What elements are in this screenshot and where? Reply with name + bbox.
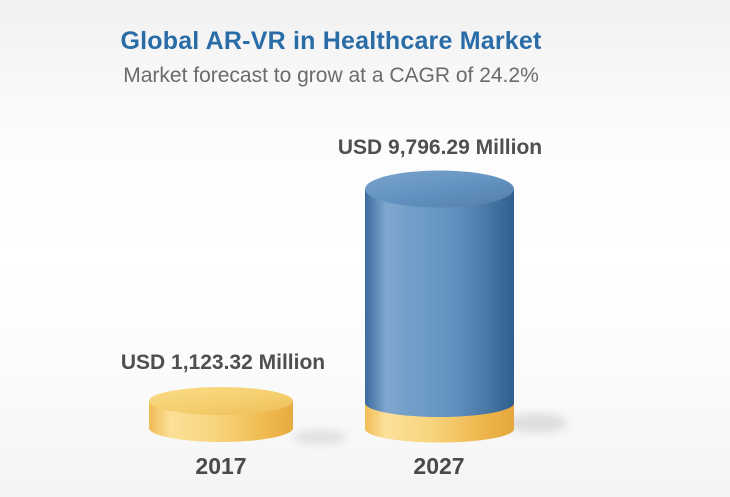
shadow-2017 (293, 429, 347, 445)
chart-subtitle: Market forecast to grow at a CAGR of 24.… (123, 64, 539, 87)
cylinder-2017 (149, 387, 293, 442)
value-label-2017: USD 1,123.32 Million (120, 351, 326, 374)
chart-title: Global AR-VR in Healthcare Market (120, 27, 542, 55)
year-label-2017: 2017 (195, 453, 247, 479)
cylinder-2027-body (365, 189, 514, 417)
cylinder-2027 (365, 170, 514, 443)
year-label-2027: 2027 (413, 453, 465, 479)
value-label-2027: USD 9,796.29 Million (337, 136, 543, 159)
cylinder-2027-cap (365, 170, 514, 208)
shadow-2027 (507, 413, 567, 433)
